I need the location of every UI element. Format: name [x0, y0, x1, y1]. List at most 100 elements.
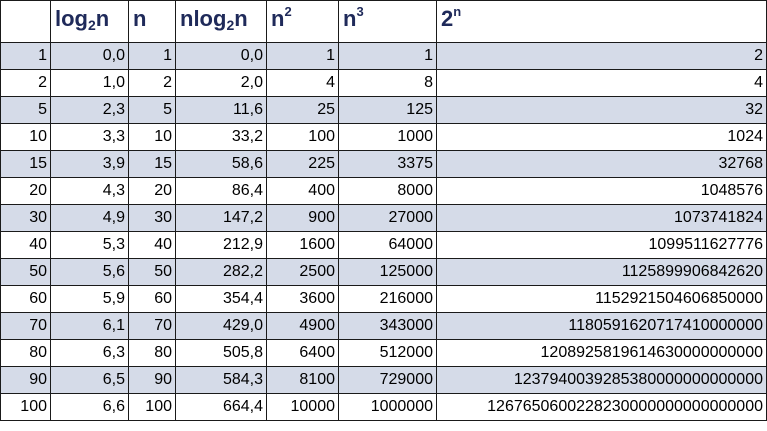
header-n: n — [128, 0, 176, 43]
cell-log2n: 5,9 — [50, 285, 129, 313]
cell-n: 5 — [128, 96, 176, 124]
cell-index: 2 — [0, 69, 51, 97]
cell-nlog2n: 429,0 — [175, 312, 267, 340]
cell-index: 5 — [0, 96, 51, 124]
cell-2-pow-n: 1267650600228230000000000000000 — [436, 393, 767, 421]
cell-index: 50 — [0, 258, 51, 286]
header-2-pow-n-sup: n — [453, 4, 462, 19]
cell-n: 10 — [128, 123, 176, 151]
cell-2-pow-n: 32 — [436, 96, 767, 124]
table-row: 70 6,1 70 429,0 4900 343000 118059162071741000… — [0, 312, 767, 340]
cell-log2n: 4,9 — [50, 204, 129, 232]
cell-n-squared: 6400 — [266, 339, 339, 367]
cell-n: 40 — [128, 231, 176, 259]
cell-log2n: 6,5 — [50, 366, 129, 394]
cell-log2n: 6,1 — [50, 312, 129, 340]
cell-log2n: 5,3 — [50, 231, 129, 259]
table-row: 50 5,6 50 282,2 2500 125000 1125899906842620 — [0, 258, 767, 286]
cell-n-cubed: 1 — [338, 42, 437, 70]
cell-n-squared: 225 — [266, 150, 339, 178]
table-row: 30 4,9 30 147,2 900 27000 1073741824 — [0, 204, 767, 232]
cell-n-squared: 2500 — [266, 258, 339, 286]
header-n-squared-base: n — [271, 6, 285, 31]
cell-n-cubed: 1000 — [338, 123, 437, 151]
cell-2-pow-n: 4 — [436, 69, 767, 97]
cell-log2n: 3,3 — [50, 123, 129, 151]
cell-n-cubed: 512000 — [338, 339, 437, 367]
cell-index: 90 — [0, 366, 51, 394]
cell-nlog2n: 86,4 — [175, 177, 267, 205]
cell-nlog2n: 11,6 — [175, 96, 267, 124]
cell-n-cubed: 1000000 — [338, 393, 437, 421]
table-row: 2 1,0 2 2,0 4 8 4 — [0, 69, 767, 97]
cell-n: 80 — [128, 339, 176, 367]
cell-n-squared: 900 — [266, 204, 339, 232]
cell-2-pow-n: 1048576 — [436, 177, 767, 205]
header-nlog2n: nlog2n — [175, 0, 267, 43]
cell-log2n: 1,0 — [50, 69, 129, 97]
cell-log2n: 6,6 — [50, 393, 129, 421]
cell-nlog2n: 147,2 — [175, 204, 267, 232]
table-row: 60 5,9 60 354,4 3600 216000 115292150460685000… — [0, 285, 767, 313]
header-row: log2n n nlog2n n2 n3 2n — [0, 0, 767, 43]
cell-nlog2n: 584,3 — [175, 366, 267, 394]
table-row: 40 5,3 40 212,9 1600 64000 1099511627776 — [0, 231, 767, 259]
cell-n-squared: 4900 — [266, 312, 339, 340]
cell-index: 10 — [0, 123, 51, 151]
cell-log2n: 0,0 — [50, 42, 129, 70]
cell-nlog2n: 505,8 — [175, 339, 267, 367]
cell-2-pow-n: 1208925819614630000000000 — [436, 339, 767, 367]
cell-n-squared: 4 — [266, 69, 339, 97]
cell-nlog2n: 354,4 — [175, 285, 267, 313]
cell-n-squared: 8100 — [266, 366, 339, 394]
cell-n-squared: 1600 — [266, 231, 339, 259]
header-index — [0, 0, 51, 43]
cell-log2n: 4,3 — [50, 177, 129, 205]
cell-n-squared: 100 — [266, 123, 339, 151]
cell-n-cubed: 8000 — [338, 177, 437, 205]
cell-log2n: 6,3 — [50, 339, 129, 367]
cell-n: 60 — [128, 285, 176, 313]
header-log2n-base: log — [55, 6, 88, 31]
cell-2-pow-n: 1125899906842620 — [436, 258, 767, 286]
header-2-pow-n-base: 2 — [441, 6, 454, 31]
cell-nlog2n: 282,2 — [175, 258, 267, 286]
cell-n-squared: 1 — [266, 42, 339, 70]
header-n-cubed-base: n — [343, 6, 357, 31]
cell-n-cubed: 343000 — [338, 312, 437, 340]
cell-nlog2n: 664,4 — [175, 393, 267, 421]
complexity-table: log2n n nlog2n n2 n3 2n 1 0,0 1 0,0 1 1 2 2 1,0 2 2,0 4 8… — [0, 0, 767, 421]
cell-n-squared: 3600 — [266, 285, 339, 313]
cell-index: 1 — [0, 42, 51, 70]
cell-n: 90 — [128, 366, 176, 394]
cell-2-pow-n: 2 — [436, 42, 767, 70]
table-row: 1 0,0 1 0,0 1 1 2 — [0, 42, 767, 70]
table-row: 100 6,6 100 664,4 10000 1000000 12676506002282… — [0, 393, 767, 421]
header-n-squared-sup: 2 — [284, 4, 292, 19]
cell-n: 1 — [128, 42, 176, 70]
cell-n-cubed: 125 — [338, 96, 437, 124]
cell-index: 30 — [0, 204, 51, 232]
cell-2-pow-n: 1180591620717410000000 — [436, 312, 767, 340]
cell-n-squared: 10000 — [266, 393, 339, 421]
cell-n-squared: 400 — [266, 177, 339, 205]
cell-n-cubed: 216000 — [338, 285, 437, 313]
cell-nlog2n: 58,6 — [175, 150, 267, 178]
cell-2-pow-n: 1152921504606850000 — [436, 285, 767, 313]
table-row: 10 3,3 10 33,2 100 1000 1024 — [0, 123, 767, 151]
cell-n-cubed: 8 — [338, 69, 437, 97]
cell-nlog2n: 212,9 — [175, 231, 267, 259]
cell-nlog2n: 0,0 — [175, 42, 267, 70]
cell-n: 15 — [128, 150, 176, 178]
cell-n-cubed: 3375 — [338, 150, 437, 178]
cell-2-pow-n: 1237940039285380000000000000 — [436, 366, 767, 394]
table-header: log2n n nlog2n n2 n3 2n — [0, 0, 767, 43]
header-n-base: n — [133, 6, 147, 31]
cell-index: 100 — [0, 393, 51, 421]
table-row: 80 6,3 80 505,8 6400 512000 120892581961463000… — [0, 339, 767, 367]
cell-n-cubed: 64000 — [338, 231, 437, 259]
header-log2n-sub: 2 — [88, 17, 96, 33]
table-body: 1 0,0 1 0,0 1 1 2 2 1,0 2 2,0 4 8 4 5 2,3 5 11,6 25 125 32 10… — [0, 42, 767, 421]
table-row: 90 6,5 90 584,3 8100 729000 123794003928538000… — [0, 366, 767, 394]
cell-n-cubed: 27000 — [338, 204, 437, 232]
